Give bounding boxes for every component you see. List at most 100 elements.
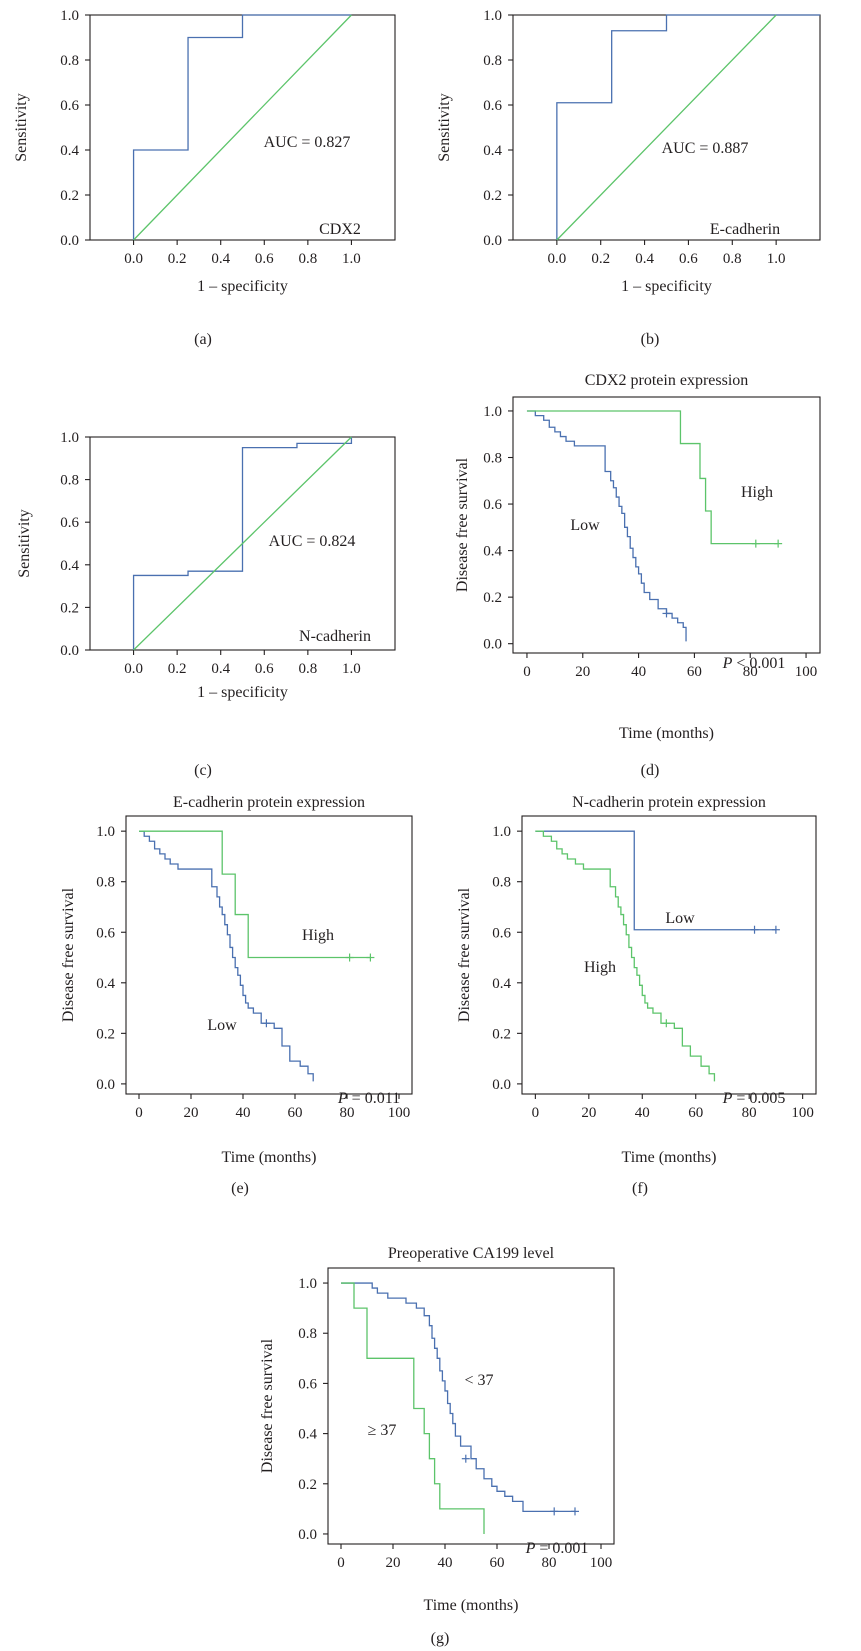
series-line-1 xyxy=(526,410,779,545)
y-ticks: 0.0 0.2 0.4 0.6 0.8 1.0 xyxy=(60,8,90,249)
plot-frame xyxy=(327,1267,615,1545)
x-tick-label: 40 xyxy=(236,1105,251,1121)
y-tick-label: 0.8 xyxy=(483,53,502,69)
y-axis-label: Disease free survival xyxy=(259,1338,276,1473)
y-tick-label: 0.2 xyxy=(60,188,79,204)
x-tick-label: 0.8 xyxy=(298,661,317,677)
y-tick-label: 0.8 xyxy=(483,451,502,467)
panel-d: 0 20 40 60 80 100 0.0 0.2 0.4 0.6 0.8 1.0 Time (mont… xyxy=(454,372,821,779)
y-tick-label: 0.0 xyxy=(60,233,79,249)
chart-title: E-cadherin protein expression xyxy=(173,794,365,811)
y-tick-label: 0.4 xyxy=(96,976,115,992)
panel-label: (f) xyxy=(632,1180,648,1197)
annotation-label: Low xyxy=(207,1017,237,1034)
p-value-label: P = 0.001 xyxy=(525,1540,589,1557)
p-value-label: P < 0.001 xyxy=(722,655,786,672)
x-tick-label: 40 xyxy=(635,1105,650,1121)
y-tick-label: 0.4 xyxy=(483,544,502,560)
y-tick-label: 0.0 xyxy=(483,637,502,653)
plot-frame xyxy=(521,815,817,1095)
y-tick-label: 0.0 xyxy=(96,1077,115,1093)
x-tick-label: 40 xyxy=(438,1555,453,1571)
y-tick-label: 0.6 xyxy=(483,497,502,513)
x-tick-label: 1.0 xyxy=(342,661,361,677)
annotation-label: E-cadherin xyxy=(710,221,780,238)
y-tick-label: 1.0 xyxy=(483,8,502,24)
x-ticks: 0.0 0.2 0.4 0.6 0.8 1.0 xyxy=(124,240,361,267)
x-tick-label: 0.0 xyxy=(124,251,143,267)
x-ticks: 0.0 0.2 0.4 0.6 0.8 1.0 xyxy=(124,650,361,677)
y-tick-label: 0.2 xyxy=(492,1026,511,1042)
y-tick-label: 0.6 xyxy=(298,1376,317,1392)
x-tick-label: 100 xyxy=(388,1105,411,1121)
p-value-label: P = 0.005 xyxy=(722,1090,786,1107)
annotation-label: AUC = 0.887 xyxy=(662,140,749,157)
plot-frame xyxy=(89,436,396,651)
series-line-1 xyxy=(133,14,352,241)
y-axis-label: Disease free survival xyxy=(454,457,471,592)
annotation-label: AUC = 0.824 xyxy=(269,533,356,550)
panel-f: 0 20 40 60 80 100 0.0 0.2 0.4 0.6 0.8 1.0 Time (mont… xyxy=(456,794,817,1197)
y-tick-label: 0.2 xyxy=(483,590,502,606)
x-tick-label: 0.6 xyxy=(255,661,274,677)
y-tick-label: 1.0 xyxy=(483,404,502,420)
panel-label: (b) xyxy=(641,331,660,348)
y-ticks: 0.0 0.2 0.4 0.6 0.8 1.0 xyxy=(492,824,522,1093)
x-tick-label: 80 xyxy=(743,664,758,680)
chart-title: Preoperative CA199 level xyxy=(388,1245,555,1262)
series-line-1 xyxy=(341,1282,485,1534)
series-line-1 xyxy=(133,436,352,651)
annotation-label: High xyxy=(741,484,773,501)
x-tick-label: 0.8 xyxy=(298,251,317,267)
y-tick-label: 0.2 xyxy=(60,600,79,616)
annotation-label: AUC = 0.827 xyxy=(264,134,351,151)
annotation-label: CDX2 xyxy=(319,221,361,238)
annotation-label: < 37 xyxy=(464,1372,493,1389)
x-axis-label: Time (months) xyxy=(622,1149,717,1166)
x-tick-label: 0.8 xyxy=(723,251,742,267)
annotation-label: High xyxy=(584,959,616,976)
x-tick-label: 0.2 xyxy=(168,251,187,267)
y-axis-label: Sensitivity xyxy=(13,93,30,161)
y-axis-label: Disease free survival xyxy=(456,887,473,1022)
x-tick-label: 100 xyxy=(791,1105,814,1121)
plot-frame xyxy=(125,815,413,1095)
y-tick-label: 0.0 xyxy=(298,1527,317,1543)
y-ticks: 0.0 0.2 0.4 0.6 0.8 1.0 xyxy=(483,8,513,249)
chart-title: CDX2 protein expression xyxy=(585,372,749,389)
y-tick-label: 1.0 xyxy=(60,430,79,446)
panel-b: 0.0 0.2 0.4 0.6 0.8 1.0 0.0 0.2 0.4 0.6 0.8 1.0 1 – … xyxy=(436,8,821,348)
y-tick-label: 0.8 xyxy=(96,875,115,891)
panel-label: (a) xyxy=(194,331,212,348)
x-tick-label: 0.4 xyxy=(211,661,230,677)
y-tick-label: 0.4 xyxy=(492,976,511,992)
y-tick-label: 0.0 xyxy=(492,1077,511,1093)
panel-label: (g) xyxy=(431,1630,450,1647)
series-line-0 xyxy=(132,437,353,650)
x-ticks: 0.0 0.2 0.4 0.6 0.8 1.0 xyxy=(547,240,786,267)
x-ticks: 0 20 40 60 80 100 xyxy=(532,1094,814,1121)
x-tick-label: 0.4 xyxy=(211,251,230,267)
y-ticks: 0.0 0.2 0.4 0.6 0.8 1.0 xyxy=(483,404,513,653)
y-ticks: 0.0 0.2 0.4 0.6 0.8 1.0 xyxy=(298,1276,328,1543)
y-tick-label: 0.6 xyxy=(492,925,511,941)
y-tick-label: 0.0 xyxy=(483,233,502,249)
x-tick-label: 40 xyxy=(631,664,646,680)
panel-a: 0.0 0.2 0.4 0.6 0.8 1.0 0.0 0.2 0.4 0.6 0.8 1.0 1 – … xyxy=(13,8,396,348)
y-ticks: 0.0 0.2 0.4 0.6 0.8 1.0 xyxy=(60,430,90,659)
panel-e: 0 20 40 60 80 100 0.0 0.2 0.4 0.6 0.8 1.0 Time (mont… xyxy=(60,794,413,1197)
x-tick-label: 60 xyxy=(288,1105,303,1121)
x-axis-label: Time (months) xyxy=(424,1597,519,1614)
x-tick-label: 0.6 xyxy=(679,251,698,267)
x-axis-label: 1 – specificity xyxy=(197,278,288,295)
x-tick-label: 0 xyxy=(532,1105,540,1121)
series-line-0 xyxy=(139,830,314,1082)
x-tick-label: 60 xyxy=(688,1105,703,1121)
y-tick-label: 0.8 xyxy=(492,875,511,891)
x-tick-label: 0.0 xyxy=(124,661,143,677)
x-tick-label: 100 xyxy=(590,1555,613,1571)
y-tick-label: 0.4 xyxy=(60,558,79,574)
annotation-label: Low xyxy=(570,517,600,534)
panel-c: 0.0 0.2 0.4 0.6 0.8 1.0 0.0 0.2 0.4 0.6 0.8 1.0 1 – … xyxy=(16,430,396,779)
